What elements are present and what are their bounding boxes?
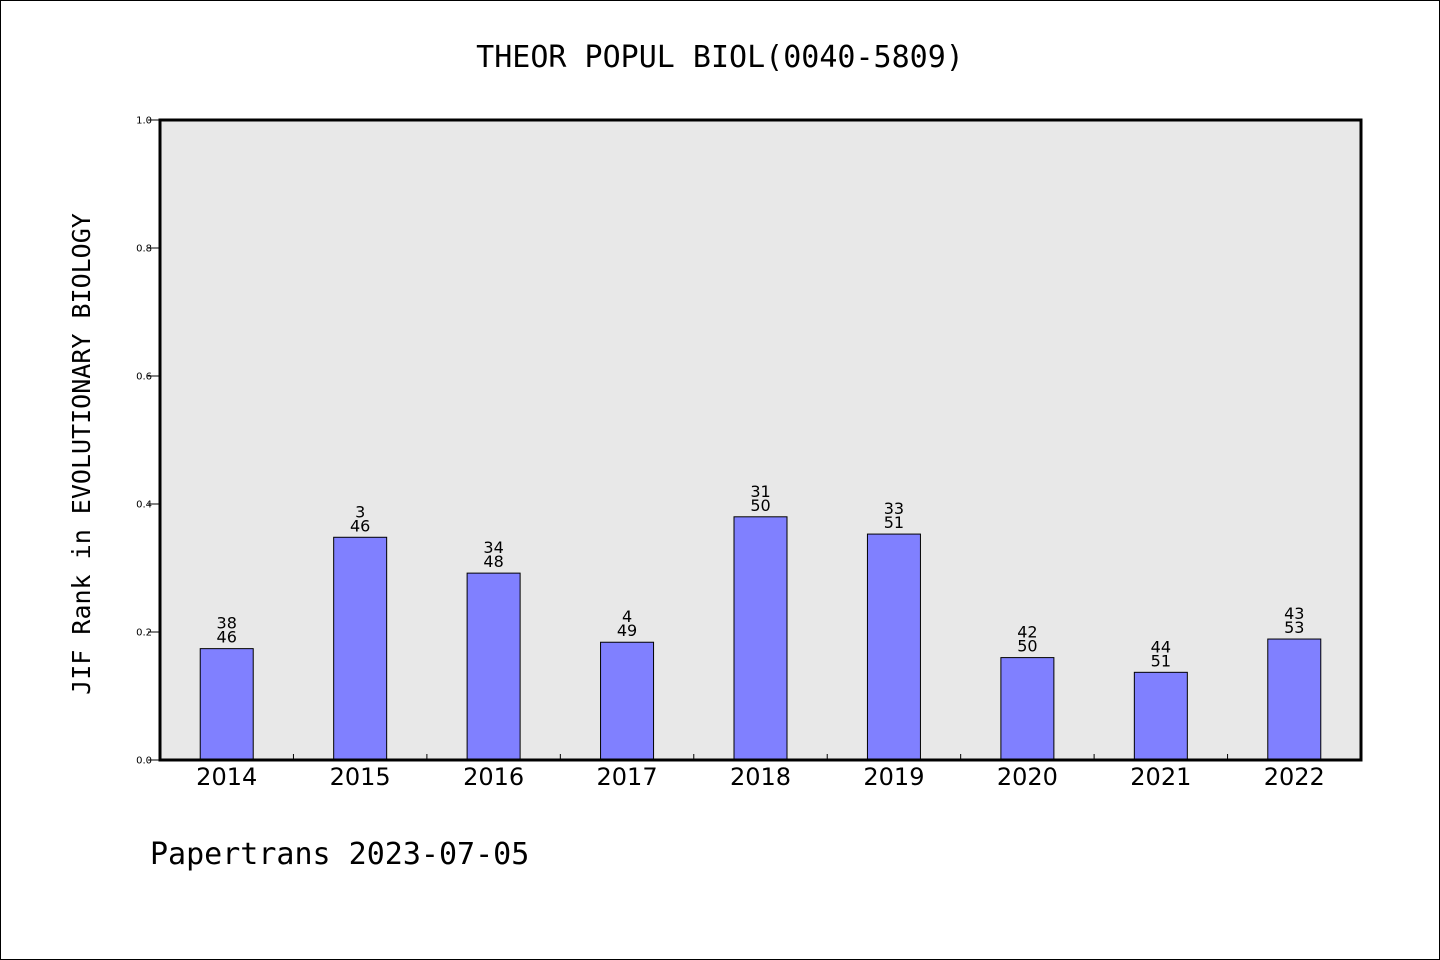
bar-total-label: 51 [884, 513, 904, 532]
x-tick-label: 2018 [730, 763, 791, 791]
y-tick-label: 0.0 [136, 756, 152, 767]
x-axis-ticks: 2014 2015 2016 2017 2018 2019 2020 2021 2022 [196, 754, 1325, 791]
plot-border [158, 118, 1363, 762]
bar [1267, 638, 1322, 761]
x-tick-label: 2017 [597, 763, 658, 791]
bar-total-label: 46 [217, 628, 237, 647]
bar-rank-label: 31 [750, 482, 770, 501]
bar-total-label: 49 [617, 621, 637, 640]
bar-rank-label: 34 [483, 538, 503, 557]
bar-rank-label: 38 [217, 614, 237, 633]
bar [866, 533, 921, 761]
bar [333, 536, 388, 761]
bar [1000, 657, 1055, 761]
y-axis-ticks: 0.0 0.2 0.4 0.6 0.8 1.0 [136, 116, 160, 767]
bar-rank-label: 3 [355, 502, 365, 521]
bar [1133, 671, 1188, 761]
bar [466, 572, 521, 761]
x-tick-label: 2015 [330, 763, 391, 791]
bar [733, 516, 788, 761]
bar-total-label: 48 [483, 552, 503, 571]
bar-rank-label: 33 [884, 499, 904, 518]
bar-total-label: 50 [750, 496, 770, 515]
x-tick-label: 2016 [463, 763, 524, 791]
y-tick-label: 0.2 [136, 628, 152, 639]
footer-text: Papertrans 2023-07-05 [150, 837, 529, 872]
y-tick-label: 1.0 [136, 116, 152, 127]
bar-total-label: 51 [1151, 651, 1171, 670]
y-tick-label: 0.6 [136, 372, 152, 383]
bar [199, 648, 254, 761]
chart-title: THEOR POPUL BIOL(0040-5809) [476, 40, 964, 75]
bar-rank-label: 44 [1151, 637, 1171, 656]
y-tick-label: 0.4 [136, 500, 152, 511]
x-tick-label: 2022 [1264, 763, 1325, 791]
y-axis-label: JIF Rank in EVOLUTIONARY BIOLOGY [67, 213, 96, 695]
bar-total-label: 50 [1017, 637, 1037, 656]
bar-total-label: 46 [350, 516, 370, 535]
bar-rank-label: 42 [1017, 623, 1037, 642]
bar [600, 641, 655, 761]
x-tick-label: 2014 [196, 763, 257, 791]
x-tick-label: 2020 [997, 763, 1058, 791]
x-tick-label: 2021 [1130, 763, 1191, 791]
bar-total-label: 53 [1284, 618, 1304, 637]
bar-rank-label: 4 [622, 607, 632, 626]
x-tick-label: 2019 [863, 763, 924, 791]
bar-rank-label: 43 [1284, 604, 1304, 623]
y-tick-label: 0.8 [136, 244, 152, 255]
